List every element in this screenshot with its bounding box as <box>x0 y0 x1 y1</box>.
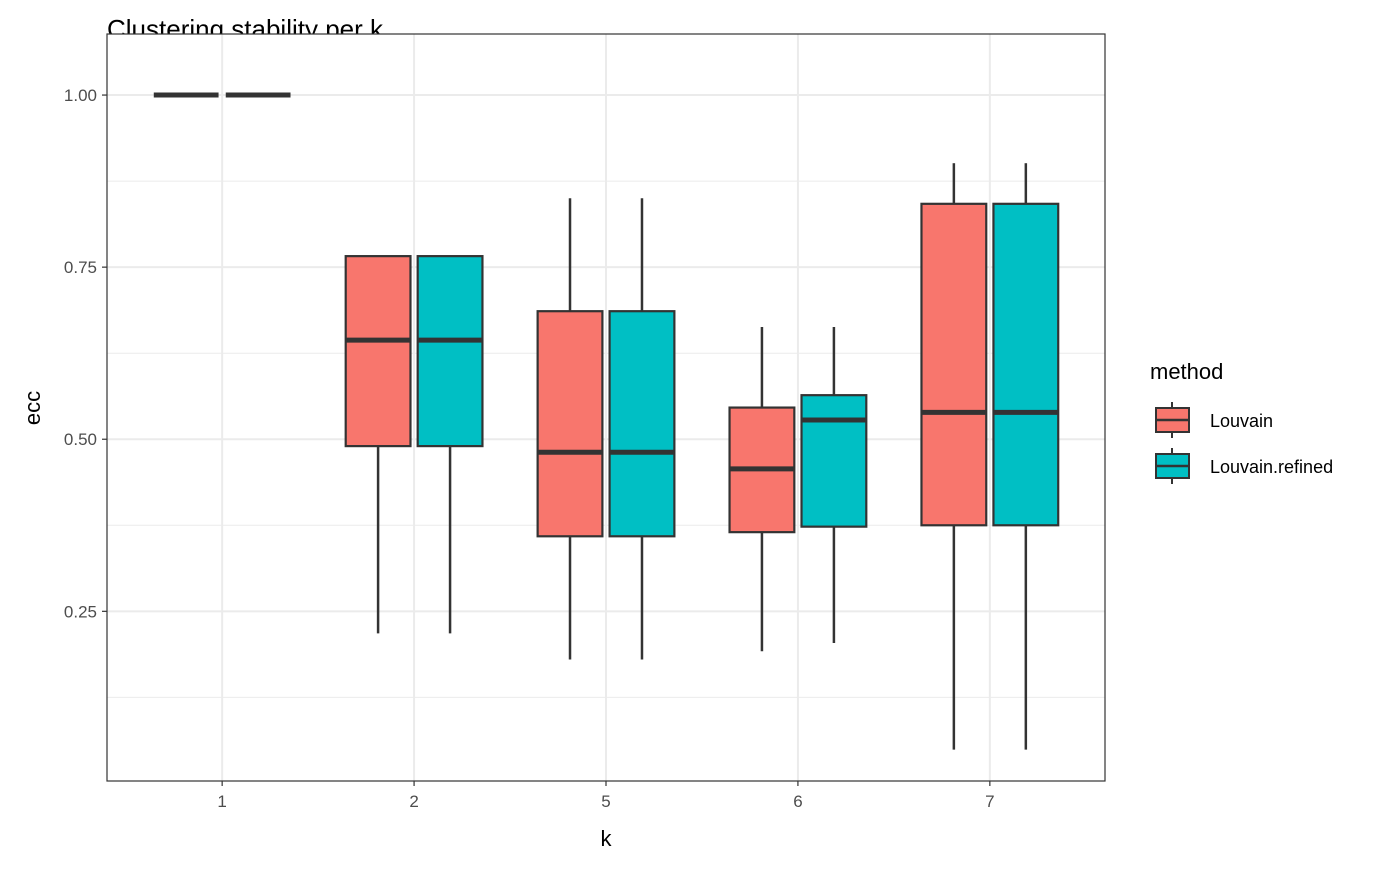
box-iqr <box>608 310 676 538</box>
box-louvain-k7 <box>920 163 988 750</box>
box-louvain-k6 <box>728 327 796 652</box>
box-iqr <box>344 255 412 448</box>
legend-item-louvain: Louvain <box>1155 402 1273 438</box>
legend-title: method <box>1150 359 1223 384</box>
x-tick-label: 2 <box>409 792 418 811</box>
x-tick-label: 1 <box>217 792 226 811</box>
x-tick-label: 7 <box>985 792 994 811</box>
box-louvain-refined-k7 <box>992 163 1060 750</box>
box-iqr <box>992 202 1060 527</box>
x-tick-label: 6 <box>793 792 802 811</box>
legend-label: Louvain.refined <box>1210 457 1333 477</box>
legend-item-louvain-refined: Louvain.refined <box>1155 448 1333 484</box>
box-iqr <box>800 394 868 528</box>
box-louvain-refined-k6 <box>800 327 868 643</box>
y-axis-label: ecc <box>20 391 45 425</box>
y-tick-label: 0.25 <box>64 602 97 621</box>
y-tick-label: 1.00 <box>64 86 97 105</box>
box-louvain-refined-k2 <box>416 255 484 634</box>
y-tick-label: 0.75 <box>64 258 97 277</box>
x-tick-label: 5 <box>601 792 610 811</box>
box-louvain-k5 <box>536 198 604 660</box>
box-iqr <box>536 310 604 538</box>
box-louvain-k2 <box>344 255 412 634</box>
box-louvain-refined-k5 <box>608 198 676 660</box>
y-tick-label: 0.50 <box>64 430 97 449</box>
legend: method Louvain Louvain.refined <box>1150 359 1333 484</box>
box-iqr <box>416 255 484 448</box>
x-axis-label: k <box>601 826 613 851</box>
box-iqr <box>920 202 988 527</box>
legend-label: Louvain <box>1210 411 1273 431</box>
